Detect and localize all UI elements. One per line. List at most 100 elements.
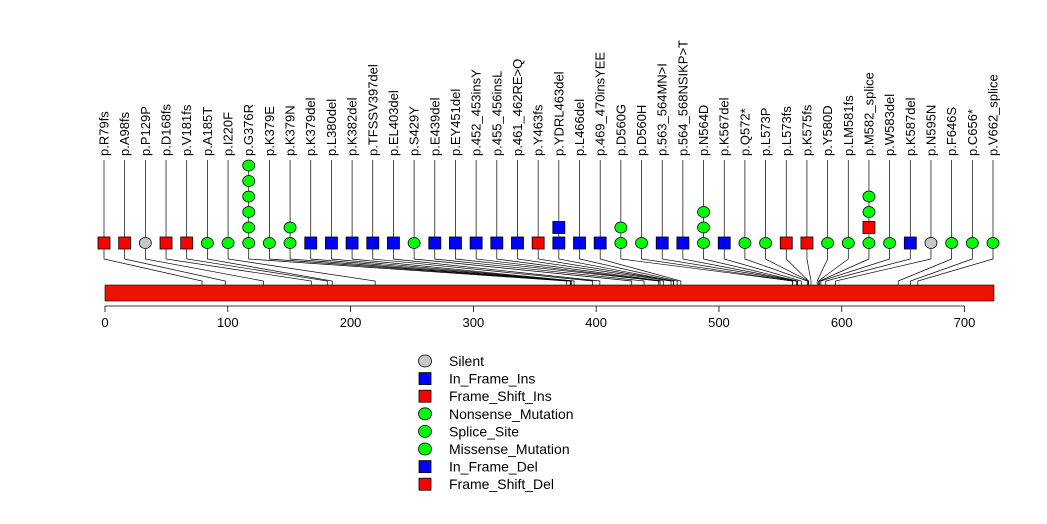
connector-line	[744, 243, 808, 285]
connector-line	[579, 243, 678, 285]
mutation-marker	[717, 236, 731, 250]
mutation-marker	[945, 237, 959, 249]
legend-swatch	[418, 424, 432, 438]
legend-label: In_Frame_Ins	[449, 371, 535, 387]
legend-swatch	[418, 372, 432, 386]
mutation-label: p.V662_splice	[986, 74, 1001, 156]
connector-line	[818, 243, 849, 285]
mutation-marker	[924, 237, 938, 249]
mutation-marker	[986, 237, 1000, 249]
legend-label: Frame_Shift_Del	[449, 476, 554, 492]
mutation-label: p.455_456insL	[489, 71, 504, 156]
mutation-label: p.K587del	[903, 97, 918, 156]
mutation-marker	[283, 237, 297, 249]
connector-line	[661, 243, 797, 285]
legend-swatch	[418, 354, 432, 368]
mutation-marker	[738, 237, 752, 249]
connector-line	[517, 243, 672, 285]
mutation-marker	[242, 221, 256, 234]
mutation-marker	[242, 237, 256, 249]
connector-line	[816, 243, 828, 285]
legend-swatch	[418, 477, 432, 491]
mutation-label: p.L573P	[758, 108, 773, 156]
connector-line	[723, 243, 802, 285]
mutation-marker	[593, 236, 607, 250]
mutation-label: p.E439del	[427, 97, 442, 156]
mutation-label: p.I220F	[221, 112, 236, 156]
legend-swatch	[418, 407, 432, 421]
legend-label: Frame_Shift_Ins	[449, 388, 552, 404]
mutation-label: p.F646S	[944, 107, 959, 156]
mutation-marker	[697, 237, 710, 249]
mutation-marker	[138, 237, 152, 249]
mutation-label: p.K575fs	[799, 104, 814, 156]
connector-line	[186, 243, 328, 285]
mutation-marker	[221, 237, 235, 249]
mutation-marker	[118, 236, 132, 250]
x-tick-label: 600	[831, 315, 853, 330]
connector-line	[310, 243, 571, 285]
mutation-marker	[614, 221, 628, 234]
mutation-label: p.S429Y	[407, 106, 422, 156]
mutation-marker	[262, 237, 276, 249]
connector-line	[475, 243, 661, 285]
connector-line	[455, 243, 660, 285]
protein-bar	[104, 284, 995, 302]
mutation-label: p.N595N	[923, 105, 938, 156]
legend-label: Silent	[449, 353, 484, 369]
mutation-label: p.W583del	[882, 94, 897, 156]
mutation-label: p.TFSSV397del	[365, 64, 380, 156]
connector-line	[207, 243, 333, 285]
connector-line	[806, 243, 812, 285]
mutation-marker	[428, 236, 442, 250]
mutation-marker	[304, 236, 318, 250]
connector-lines	[103, 243, 994, 301]
mutation-label: p.K379N	[283, 105, 298, 156]
legend-swatch	[418, 460, 432, 474]
x-tick-label: 100	[217, 315, 239, 330]
mutation-marker	[903, 236, 917, 250]
mutation-label: p.M582_splice	[861, 72, 876, 156]
connector-line	[124, 243, 226, 285]
legend-label: Nonsense_Mutation	[449, 406, 574, 422]
mutation-marker	[449, 236, 462, 250]
connector-line	[703, 243, 798, 285]
mutation-marker	[965, 237, 979, 249]
mutation-label: p.563_564MN>I	[655, 63, 670, 156]
mutation-marker	[841, 237, 855, 249]
connector-line	[103, 243, 203, 285]
x-axis: 0 100 200 300 400 500 600 700	[101, 305, 975, 330]
x-tick-label: 400	[585, 315, 607, 330]
mutation-label: p.D560H	[634, 105, 649, 156]
mutation-marker	[697, 221, 710, 234]
connector-line	[496, 243, 665, 285]
mutation-label: p.K379del	[303, 97, 318, 156]
mutation-label: p.G376R	[241, 104, 256, 156]
connector-line	[248, 243, 568, 285]
mutation-label: p.EY451del	[448, 89, 463, 156]
mutation-label: p.564_568NSIKP>T	[675, 40, 690, 156]
connector-line	[785, 243, 809, 285]
legend-label: Splice_Site	[449, 423, 519, 439]
x-tick-label: 200	[340, 315, 362, 330]
mutation-label: p.A185T	[200, 107, 215, 156]
x-tick-label: 300	[463, 315, 485, 330]
mutation-marker	[531, 236, 545, 250]
mutation-label: p.N564D	[696, 105, 711, 156]
mutation-marker	[862, 237, 876, 249]
protein-domain	[104, 284, 995, 302]
mutation-label: p.K382del	[345, 97, 360, 156]
mutation-marker	[345, 236, 359, 250]
mutation-marker	[283, 221, 297, 234]
connector-line	[819, 243, 870, 285]
mutation-marker	[862, 221, 876, 234]
mutation-marker	[614, 237, 628, 249]
legend-label: Missense_Mutation	[449, 441, 570, 457]
mutation-marker	[759, 237, 772, 249]
legend-label: In_Frame_Del	[449, 459, 538, 475]
connector-line	[434, 243, 645, 285]
connector-line	[372, 243, 593, 285]
connector-line	[897, 243, 953, 285]
mutation-marker	[469, 236, 483, 250]
